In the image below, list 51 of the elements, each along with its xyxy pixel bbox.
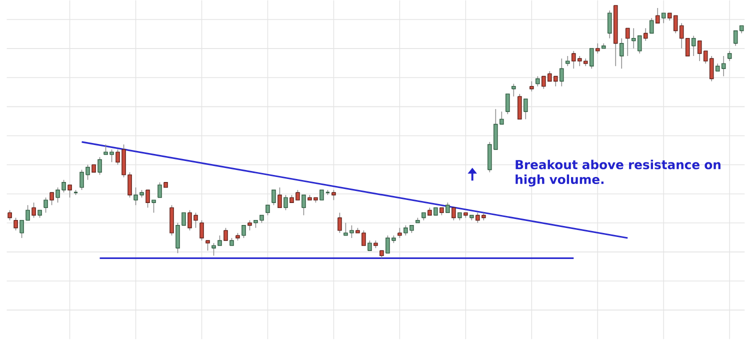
candlestick [68, 184, 72, 198]
candlestick [242, 225, 246, 238]
candlestick [272, 190, 276, 206]
candlestick [590, 48, 594, 70]
candlestick [50, 192, 54, 206]
candlestick [98, 156, 102, 176]
candlestick [649, 18, 654, 34]
candlestick [158, 182, 162, 198]
candlestick [332, 190, 336, 201]
candlestick [619, 38, 624, 70]
candlestick [530, 80, 534, 92]
candlestick [446, 202, 450, 214]
candlestick [320, 190, 324, 200]
candlestick [643, 28, 648, 42]
candlestick [727, 50, 732, 62]
candlestick [284, 194, 288, 211]
annotation: Breakout above resistance on high volume. [516, 160, 720, 187]
candlestick [607, 10, 612, 39]
candlestick [224, 228, 228, 241]
candlestick [518, 94, 522, 120]
candlestick [625, 28, 630, 56]
candlestick [278, 187, 282, 208]
candlestick [691, 35, 696, 56]
candlestick [500, 111, 504, 125]
candlestick [733, 30, 738, 46]
candlestick [44, 197, 48, 214]
candlestick [200, 220, 204, 241]
candlestick [152, 200, 156, 214]
candlestick [14, 217, 18, 231]
candlestick [206, 240, 210, 252]
candlestick [452, 207, 456, 221]
candlestick [685, 38, 690, 56]
candlestick [536, 76, 540, 87]
candlestick [524, 98, 528, 120]
candlestick [368, 240, 372, 252]
candlestick [146, 190, 150, 208]
candlestick [128, 172, 132, 198]
candlestick [560, 58, 564, 87]
candlestick [661, 12, 666, 24]
candlestick [512, 83, 516, 97]
candlestick [506, 94, 510, 115]
candlestick [338, 212, 342, 234]
candlestick [398, 228, 402, 238]
candlestick [302, 194, 306, 216]
candlestick [566, 56, 570, 67]
candlestick [655, 8, 660, 24]
candlestick [266, 204, 270, 216]
candlestick [8, 210, 12, 221]
candlestick [596, 43, 600, 54]
candlestick [248, 220, 252, 231]
candlestick [32, 202, 36, 218]
